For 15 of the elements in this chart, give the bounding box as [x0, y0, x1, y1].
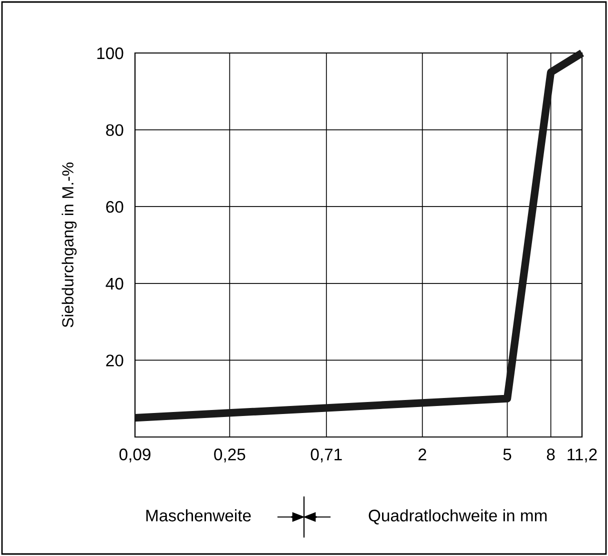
- y-tick-label: 100: [97, 47, 124, 60]
- y-axis-title: Siebdurchgang in M.-%: [62, 162, 77, 328]
- y-tick-label: 60: [106, 201, 124, 213]
- x-tick-label: 0,25: [214, 448, 246, 462]
- y-tick-label: 80: [106, 124, 124, 136]
- y-tick-label: 40: [106, 278, 124, 290]
- x-tick-label: 2: [418, 448, 426, 460]
- x-tick-label: 11,2: [568, 448, 597, 462]
- text: Quadratlochweite in mm: [368, 509, 547, 524]
- x-tick-label: 0,09: [119, 448, 150, 462]
- x-tick-label: 8: [546, 448, 555, 460]
- y-tick-label: 20: [106, 354, 124, 366]
- text: Maschenweite: [146, 509, 251, 522]
- x-tick-label: 0,71: [310, 448, 342, 462]
- x-tick-label: 5: [503, 448, 512, 460]
